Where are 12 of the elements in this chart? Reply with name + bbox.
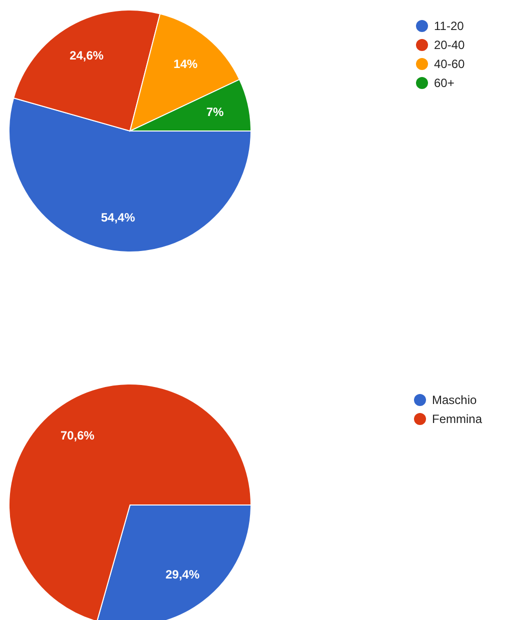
data-label: 29,4% <box>166 568 200 582</box>
legend-label: 11-20 <box>434 19 464 34</box>
data-label: 54,4% <box>100 210 136 224</box>
legend-label: Maschio <box>432 393 478 408</box>
data-label: 14% <box>174 57 198 72</box>
data-label: 70,6% <box>60 428 95 443</box>
legend-label: 60+ <box>434 76 454 90</box>
data-label: 24,6% <box>70 48 104 63</box>
legend-label: Femmina <box>432 412 482 426</box>
data-label: 7% <box>206 105 224 120</box>
legend-label: 40-60 <box>434 57 466 72</box>
legend-label: 20-40 <box>434 38 466 52</box>
